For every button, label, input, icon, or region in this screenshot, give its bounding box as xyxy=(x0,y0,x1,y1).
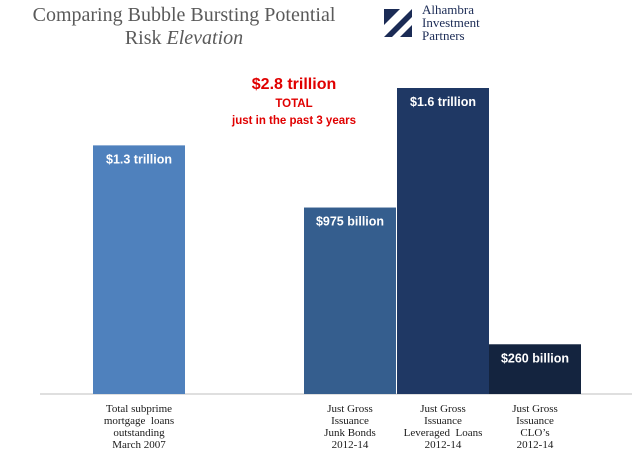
data-label-2: $1.6 trillion xyxy=(410,95,476,109)
category-label-3-line-1: Issuance xyxy=(516,415,554,427)
data-label-3: $260 billion xyxy=(501,351,569,365)
title-line-2-prefix: Risk xyxy=(124,27,167,49)
logo-line-1: Alhambra xyxy=(422,2,474,17)
bar-2 xyxy=(397,88,489,394)
bar-1 xyxy=(304,207,396,394)
total-note: just in the past 3 years xyxy=(232,115,356,127)
category-label-3-line-0: Just Gross xyxy=(512,403,558,415)
title-line-2-emphasis: Elevation xyxy=(166,27,244,49)
data-label-0: $1.3 trillion xyxy=(106,152,172,166)
logo-line-2: Investment xyxy=(422,15,480,30)
bar-0 xyxy=(93,145,185,394)
data-label-1: $975 billion xyxy=(316,215,384,229)
logo-text: Alhambra Investment Partners xyxy=(422,3,528,42)
logo-mark-icon xyxy=(378,3,418,43)
bar-3 xyxy=(489,344,581,394)
chart-title: Comparing Bubble Bursting Potential Risk… xyxy=(0,4,368,50)
category-label-0-line-0: Total subprime xyxy=(106,403,172,415)
category-label-2-line-0: Just Gross xyxy=(420,403,466,415)
category-label-1-line-2: Junk Bonds xyxy=(324,427,376,439)
title-line-1: Comparing Bubble Bursting Potential xyxy=(32,4,336,26)
total-label: TOTAL xyxy=(275,98,313,110)
total-amount: $2.8 trillion xyxy=(251,76,337,93)
category-label-3-line-3: 2012-14 xyxy=(517,439,554,451)
category-label-3-line-2: CLO’s xyxy=(520,427,549,439)
category-label-0-line-1: mortgage loans xyxy=(104,415,174,427)
category-label-0-line-2: outstanding xyxy=(113,427,165,439)
logo-line-3: Partners xyxy=(422,28,465,43)
category-label-1-line-0: Just Gross xyxy=(327,403,373,415)
category-label-0-line-3: March 2007 xyxy=(112,439,166,451)
title-line-2: Risk Elevation xyxy=(0,27,368,50)
total-annotation: $2.8 trillion TOTAL just in the past 3 y… xyxy=(208,74,380,130)
alhambra-logo: Alhambra Investment Partners xyxy=(378,3,528,43)
category-label-2-line-2: Leveraged Loans xyxy=(404,427,483,439)
category-label-2-line-3: 2012-14 xyxy=(425,439,462,451)
category-label-1-line-3: 2012-14 xyxy=(332,439,369,451)
category-label-2-line-1: Issuance xyxy=(424,415,462,427)
category-label-1-line-1: Issuance xyxy=(331,415,369,427)
